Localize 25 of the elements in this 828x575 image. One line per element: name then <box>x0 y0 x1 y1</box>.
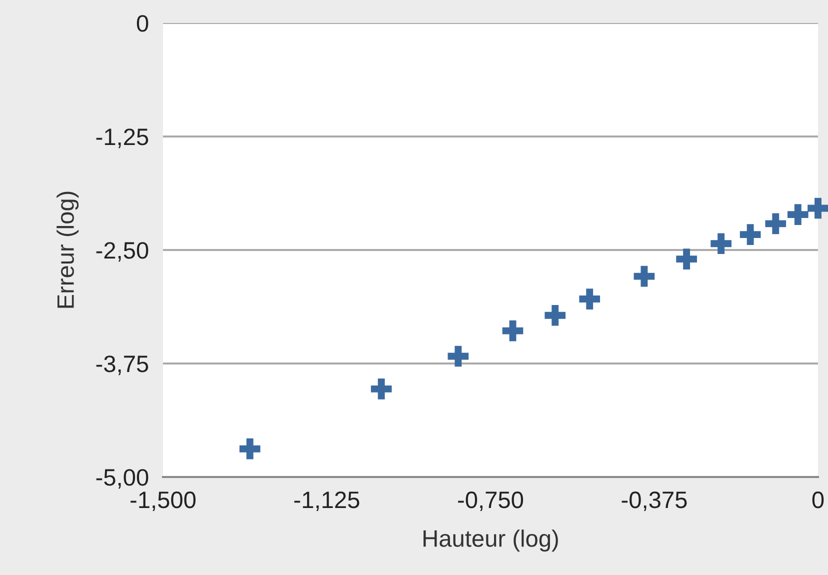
y-tick-label: -5,00 <box>96 469 148 489</box>
x-tick-label: -0,750 <box>458 492 524 512</box>
point <box>239 438 260 460</box>
point <box>740 224 761 245</box>
point <box>370 378 392 400</box>
x-tick-label: -1,500 <box>130 492 196 512</box>
y-tick-label: -3,75 <box>96 356 148 376</box>
point <box>765 213 786 234</box>
x-tick-label: -0,375 <box>622 492 687 512</box>
point <box>579 288 600 310</box>
y-tick-label: 0 <box>136 15 148 32</box>
point <box>544 304 566 326</box>
y-axis-title: Erreur (log) <box>56 192 79 308</box>
x-tick-label: -1,125 <box>294 492 360 512</box>
point <box>634 266 655 287</box>
point <box>502 320 524 342</box>
y-tick-label: -1,25 <box>96 128 148 148</box>
x-tick-label: 0 <box>812 492 824 508</box>
point <box>787 204 808 226</box>
x-axis-title: Hauteur (log) <box>424 530 558 552</box>
point <box>710 233 732 254</box>
point <box>808 198 828 219</box>
y-tick-label: -2,50 <box>96 242 148 262</box>
point <box>448 346 469 367</box>
point <box>676 248 697 270</box>
